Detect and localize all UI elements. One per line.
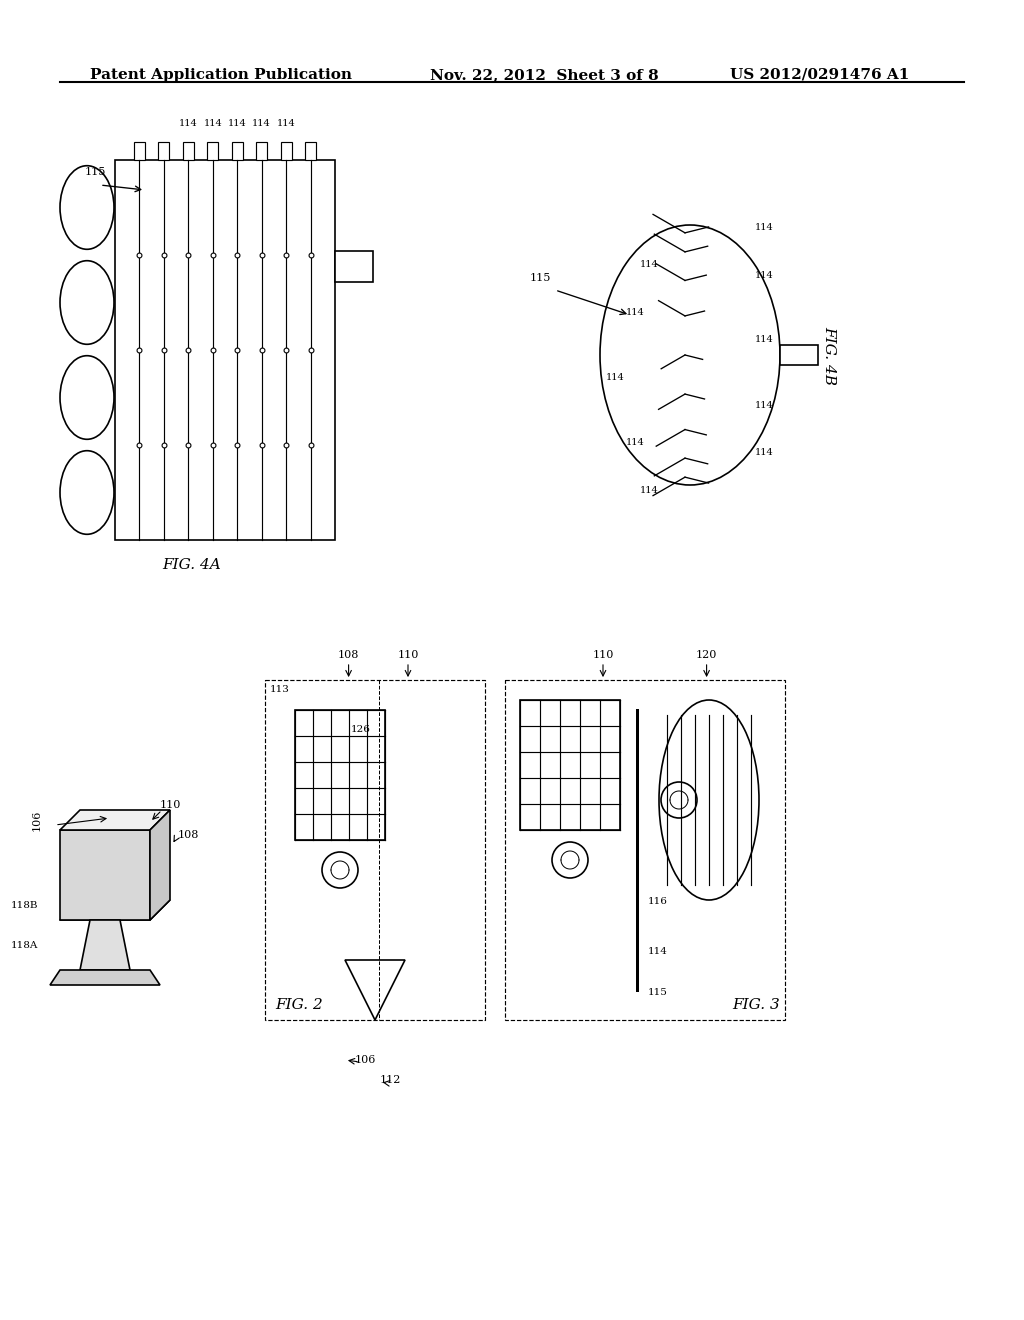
Text: 106: 106 xyxy=(354,1055,376,1065)
Text: 115: 115 xyxy=(648,989,668,998)
Text: 112: 112 xyxy=(379,1074,400,1085)
Text: FIG. 3: FIG. 3 xyxy=(732,998,780,1012)
Polygon shape xyxy=(50,970,160,985)
Bar xyxy=(159,143,169,160)
Text: 110: 110 xyxy=(160,800,181,810)
Text: 114: 114 xyxy=(755,447,774,457)
Text: 106: 106 xyxy=(32,809,42,830)
Text: 120: 120 xyxy=(696,649,717,660)
Text: Patent Application Publication: Patent Application Publication xyxy=(90,69,352,82)
Text: 118B: 118B xyxy=(10,900,38,909)
Text: 110: 110 xyxy=(592,649,613,660)
Bar xyxy=(256,143,267,160)
Text: 114: 114 xyxy=(204,119,222,128)
Text: 114: 114 xyxy=(755,271,774,280)
Text: 114: 114 xyxy=(276,119,296,128)
Polygon shape xyxy=(60,810,170,830)
Bar xyxy=(295,710,385,840)
Bar xyxy=(305,143,316,160)
Bar xyxy=(265,680,485,1020)
Text: 126: 126 xyxy=(350,725,371,734)
Text: Nov. 22, 2012  Sheet 3 of 8: Nov. 22, 2012 Sheet 3 of 8 xyxy=(430,69,658,82)
Text: 114: 114 xyxy=(626,308,644,317)
Text: 115: 115 xyxy=(530,273,551,282)
Text: 114: 114 xyxy=(605,374,625,381)
Text: US 2012/0291476 A1: US 2012/0291476 A1 xyxy=(730,69,909,82)
Bar xyxy=(780,345,818,366)
Text: 116: 116 xyxy=(648,896,668,906)
Bar xyxy=(207,143,218,160)
Bar xyxy=(505,680,785,1020)
Text: 114: 114 xyxy=(228,119,247,128)
Text: 118A: 118A xyxy=(10,940,38,949)
Text: 110: 110 xyxy=(397,649,419,660)
Text: FIG. 4B: FIG. 4B xyxy=(822,326,836,384)
Text: FIG. 4A: FIG. 4A xyxy=(163,558,221,572)
Text: 114: 114 xyxy=(755,400,774,409)
Text: 108: 108 xyxy=(338,649,359,660)
Bar xyxy=(281,143,292,160)
Text: 114: 114 xyxy=(755,335,774,345)
Text: FIG. 2: FIG. 2 xyxy=(275,998,323,1012)
Text: 114: 114 xyxy=(755,223,774,232)
Text: 114: 114 xyxy=(648,948,668,957)
Polygon shape xyxy=(150,810,170,920)
Text: 115: 115 xyxy=(85,168,106,177)
Text: 114: 114 xyxy=(179,119,198,128)
Text: 114: 114 xyxy=(640,486,659,495)
Polygon shape xyxy=(60,830,150,920)
Bar xyxy=(183,143,194,160)
Text: 114: 114 xyxy=(626,438,644,447)
Bar xyxy=(134,143,145,160)
Bar xyxy=(520,700,620,830)
Text: 114: 114 xyxy=(252,119,271,128)
Polygon shape xyxy=(80,920,130,970)
Bar xyxy=(231,143,243,160)
Text: 108: 108 xyxy=(178,830,200,840)
Bar xyxy=(335,251,373,281)
Text: 114: 114 xyxy=(640,260,659,269)
Text: 113: 113 xyxy=(270,685,290,694)
Polygon shape xyxy=(60,900,170,920)
Bar xyxy=(115,160,335,540)
